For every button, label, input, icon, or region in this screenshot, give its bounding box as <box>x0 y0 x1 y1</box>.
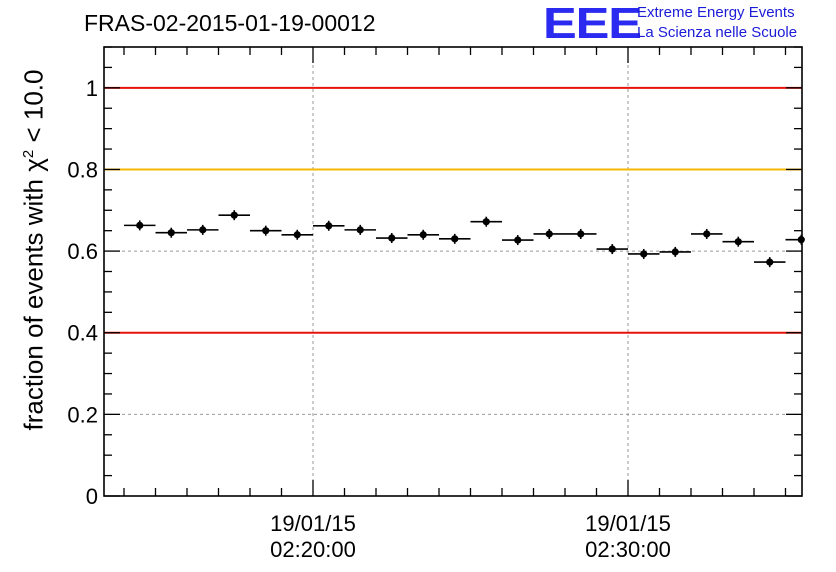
data-point <box>388 234 396 242</box>
data-point <box>766 258 774 266</box>
reference-lines-layer <box>104 86 802 334</box>
data-point <box>703 230 711 238</box>
y-tick-label: 0.6 <box>67 239 98 264</box>
data-point <box>293 231 301 239</box>
axes-layer <box>103 46 803 497</box>
data-point <box>451 235 459 243</box>
plot-frame <box>103 46 803 497</box>
data-point <box>230 211 238 219</box>
grid-layer <box>104 47 802 496</box>
logo-subtitle-line1: Extreme Energy Events <box>637 4 795 21</box>
y-tick-label: 1 <box>86 76 98 101</box>
data-point <box>167 229 175 237</box>
data-point <box>482 218 490 226</box>
data-point <box>608 245 616 253</box>
data-point <box>640 250 648 258</box>
data-point <box>199 226 207 234</box>
y-tick-label: 0.8 <box>67 157 98 182</box>
data-point <box>325 222 333 230</box>
data-point <box>734 238 742 246</box>
logo-subtitle-line2: La Scienza nelle Scuole <box>637 24 798 41</box>
data-point <box>514 236 522 244</box>
data-point <box>419 231 427 239</box>
y-tick-label: 0.4 <box>67 321 98 346</box>
y-tick-label: 0.2 <box>67 402 98 427</box>
x-tick-label-date: 19/01/15 <box>270 511 356 536</box>
x-tick-label-time: 02:20:00 <box>270 537 356 562</box>
y-tick-label: 0 <box>86 484 98 509</box>
data-point <box>577 230 585 238</box>
data-points-layer <box>124 210 805 268</box>
chart-title: FRAS-02-2015-01-19-00012 <box>84 10 376 36</box>
data-point <box>262 227 270 235</box>
eee-logo: EEE <box>543 0 642 48</box>
data-point <box>356 226 364 234</box>
data-point <box>671 248 679 256</box>
data-point <box>545 230 553 238</box>
tick-labels-layer: 00.20.40.60.8119/01/1502:20:0019/01/1502… <box>67 76 670 562</box>
x-tick-label-time: 02:30:00 <box>585 537 671 562</box>
data-point <box>136 221 144 229</box>
x-tick-label-date: 19/01/15 <box>585 511 671 536</box>
